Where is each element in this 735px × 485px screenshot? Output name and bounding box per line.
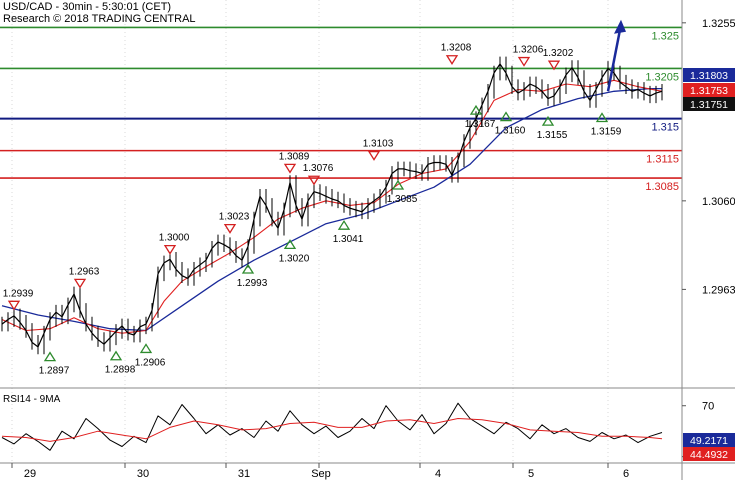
value-boxes: 1.31803 1.31753 1.31751 49.2171 44.4932 — [683, 68, 735, 461]
x-tick-label: 6 — [623, 468, 629, 480]
swing-high-label: 1.3208 — [441, 43, 472, 54]
level-label: 1.3115 — [646, 154, 679, 166]
x-tick-label: 30 — [137, 468, 149, 480]
price-series — [1, 56, 663, 355]
swing-high-marker — [547, 60, 561, 71]
price-value-text: 1.31751 — [690, 99, 728, 111]
swing-high-marker — [367, 150, 381, 161]
rsi-panel — [1, 402, 663, 451]
swing-low-marker — [43, 351, 57, 362]
projection-arrow-shaft — [606, 29, 622, 92]
swing-high-label: 1.3023 — [219, 212, 250, 223]
rsi-y-tick-label: 70 — [702, 401, 714, 413]
level-label: 1.315 — [651, 122, 679, 134]
level-label: 1.325 — [651, 30, 679, 42]
rsi-value-box — [683, 447, 735, 461]
swing-high-marker — [517, 56, 531, 67]
swing-low-label: 1.3020 — [279, 253, 310, 264]
price-value-box — [683, 83, 735, 97]
swing-low-label: 1.3167 — [465, 119, 496, 130]
level-label: 1.3085 — [645, 181, 679, 193]
price-line — [1, 63, 663, 348]
swing-low-marker — [139, 343, 153, 354]
rsi-ma-line — [1, 418, 663, 442]
rsi-line — [1, 402, 663, 451]
price-value-box — [683, 97, 735, 111]
y-tick-label: 1.3255 — [702, 18, 735, 30]
copyright-line: Research © 2018 TRADING CENTRAL — [3, 13, 196, 25]
swing-high-label: 1.2963 — [69, 266, 100, 277]
swing-high-label: 1.3202 — [543, 48, 574, 59]
swing-low-marker — [109, 350, 123, 361]
swing-low-label: 1.3085 — [387, 194, 418, 205]
x-tick-label: 5 — [528, 468, 534, 480]
rsi-value-box — [683, 433, 735, 447]
swing-high-label: 1.3206 — [513, 45, 544, 56]
chart-title: USD/CAD - 30min - 5:30:01 (CET) — [3, 1, 172, 13]
swing-low-label: 1.2898 — [105, 365, 136, 376]
x-tick-label: 4 — [435, 468, 441, 480]
swing-low-marker — [391, 179, 405, 190]
swing-low-label: 1.3160 — [495, 126, 526, 137]
swing-low-marker — [337, 219, 351, 230]
x-tick-label: Sep — [311, 468, 331, 480]
projection-arrow-head — [614, 19, 626, 34]
y-tick-label: 1.3060 — [702, 196, 735, 208]
swing-high-marker — [223, 223, 237, 234]
price-value-box — [683, 68, 735, 82]
support-resistance-levels: 1.325 1.3205 1.315 1.3115 1.3085 — [0, 26, 682, 193]
swing-low-marker — [283, 239, 297, 250]
swing-low-label: 1.3041 — [333, 234, 364, 245]
rsi-panel-label: RSI14 - 9MA — [3, 394, 61, 405]
swing-low-marker — [469, 104, 483, 115]
swing-low-marker — [595, 112, 609, 123]
rsi-value-text: 44.4932 — [690, 449, 728, 461]
swing-low-label: 1.2897 — [39, 366, 70, 377]
swing-low-label: 1.3155 — [537, 130, 568, 141]
swing-high-marker — [163, 244, 177, 255]
swing-high-marker — [283, 163, 297, 174]
y-tick-label: 1.2963 — [702, 284, 735, 296]
swing-low-label: 1.2906 — [135, 357, 166, 368]
level-label: 1.3205 — [645, 71, 679, 83]
swing-low-marker — [499, 111, 513, 122]
swing-high-label: 1.3103 — [363, 139, 394, 150]
swing-high-marker — [73, 278, 87, 289]
swing-high-marker — [7, 300, 21, 311]
swing-high-label: 1.3076 — [303, 163, 334, 174]
swing-high-marker — [445, 55, 459, 65]
x-tick-label: 31 — [238, 468, 250, 480]
swing-low-label: 1.2993 — [237, 278, 268, 289]
swing-high-marker — [307, 175, 321, 186]
price-value-text: 1.31803 — [690, 70, 728, 82]
x-tick-label: 29 — [24, 468, 36, 480]
price-value-text: 1.31753 — [690, 85, 728, 97]
rsi-value-text: 49.2171 — [690, 435, 728, 447]
swing-low-marker — [541, 115, 555, 126]
swing-low-label: 1.3159 — [591, 126, 622, 137]
swing-high-label: 1.3000 — [159, 233, 190, 244]
swing-low-marker — [241, 263, 255, 274]
swing-high-label: 1.2939 — [3, 288, 34, 299]
swing-high-label: 1.3089 — [279, 151, 310, 162]
